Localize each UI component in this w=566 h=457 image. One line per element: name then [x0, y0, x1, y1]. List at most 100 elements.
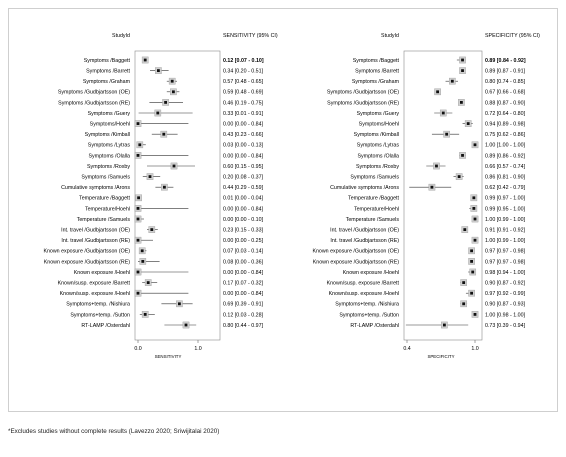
- estimate-label: 0.00 [0.00 - 0.84]: [223, 122, 264, 128]
- study-label: Symptoms+temp. /Sutton: [70, 312, 130, 318]
- study-label: Cumulative symptoms /Arons: [330, 185, 399, 191]
- estimate-label: 0.17 [0.07 - 0.32]: [223, 281, 264, 287]
- study-label: Symptoms /Barrett: [86, 69, 130, 75]
- point-estimate: [136, 207, 140, 210]
- study-label: Symptoms/Hoehl: [359, 122, 399, 128]
- point-estimate: [472, 207, 476, 210]
- study-label: Temperature /Samuels: [77, 217, 131, 223]
- point-estimate: [461, 69, 464, 72]
- estimate-label: 0.72 [0.64 - 0.80]: [485, 111, 526, 117]
- specificity-panel: StudyId SPECIFICITY (95% CI) 0.4 1.0 SPECIFI…: [312, 33, 540, 359]
- study-label: Known/susp. exposure /Hoehl: [329, 291, 399, 297]
- column-header-study: StudyId: [112, 33, 130, 39]
- point-estimate: [462, 302, 466, 306]
- point-estimate: [163, 185, 166, 189]
- point-estimate: [136, 238, 140, 242]
- point-estimate: [441, 111, 445, 115]
- study-label: Symptoms /Roxby: [87, 164, 130, 170]
- point-estimate: [137, 196, 140, 200]
- estimate-label: 0.73 [0.39 - 0.94]: [485, 323, 526, 329]
- point-estimate: [470, 291, 473, 295]
- study-label: Known exposure /Hoehl: [343, 270, 399, 276]
- point-estimate: [136, 122, 140, 125]
- study-label: Symptoms /Kimball: [354, 132, 399, 138]
- study-label: Temperature /Baggett: [348, 196, 399, 202]
- estimate-label: 1.00 [0.99 - 1.00]: [485, 217, 526, 223]
- estimate-label: 0.97 [0.97 - 0.98]: [485, 249, 526, 255]
- estimate-label: 0.89 [0.87 - 0.91]: [485, 69, 526, 75]
- estimate-label: 0.12 [0.07 - 0.10]: [223, 58, 264, 64]
- estimate-label: 1.00 [0.98 - 1.00]: [485, 312, 526, 318]
- estimate-label: 0.62 [0.42 - 0.79]: [485, 185, 526, 191]
- forest-plots: StudyId SENSITIVITY (95% CI) 0.0 1.0 SENSITI…: [43, 33, 540, 359]
- point-estimate: [136, 154, 140, 157]
- estimate-label: 0.46 [0.19 - 0.75]: [223, 100, 264, 106]
- point-estimate: [466, 122, 470, 125]
- estimate-label: 0.43 [0.23 - 0.66]: [223, 132, 264, 138]
- point-estimate: [172, 164, 176, 168]
- study-label: Int. travel /Gudbjartsson (OE): [330, 228, 399, 234]
- point-estimate: [178, 302, 181, 306]
- point-estimate: [156, 111, 160, 115]
- estimate-label: 0.00 [0.00 - 0.84]: [223, 270, 264, 276]
- estimate-label: 0.66 [0.57 - 0.74]: [485, 164, 526, 170]
- x-tick-label: 1.0: [194, 346, 201, 352]
- study-label: Symptoms+temp. /Nishiura: [66, 302, 130, 308]
- figure-frame: StudyId SENSITIVITY (95% CI) 0.0 1.0 SENSITI…: [8, 8, 558, 412]
- study-label: Symptoms /Graham: [83, 79, 131, 85]
- study-label: Symptoms /Samuels: [350, 175, 399, 181]
- estimate-label: 1.00 [0.99 - 1.00]: [485, 238, 526, 244]
- point-estimate: [157, 69, 160, 72]
- point-estimate: [146, 281, 150, 284]
- estimate-label: 0.90 [0.87 - 0.92]: [485, 281, 526, 287]
- point-estimate: [170, 79, 174, 83]
- point-estimate: [136, 270, 140, 274]
- point-estimate: [461, 58, 464, 62]
- point-estimate: [184, 323, 188, 327]
- estimate-label: 0.99 [0.95 - 1.00]: [485, 206, 526, 212]
- x-tick-label: 0.4: [403, 346, 410, 352]
- estimate-label: 0.75 [0.62 - 0.86]: [485, 132, 526, 138]
- estimate-label: 0.60 [0.15 - 0.95]: [223, 164, 264, 170]
- study-label: Symptoms /Kimball: [85, 132, 130, 138]
- point-estimate: [473, 238, 477, 242]
- point-estimate: [473, 217, 477, 221]
- point-estimate: [172, 90, 175, 94]
- estimate-label: 0.57 [0.48 - 0.65]: [223, 79, 264, 85]
- point-estimate: [143, 313, 147, 316]
- plot-area-frame: [403, 50, 483, 341]
- point-estimate: [473, 313, 477, 316]
- point-estimate: [470, 260, 473, 263]
- x-axis-label: SPECIFICITY: [427, 354, 454, 359]
- study-label: Symptoms/Hoehl: [90, 122, 130, 128]
- estimate-label: 0.80 [0.44 - 0.97]: [223, 323, 264, 329]
- estimate-label: 0.01 [0.00 - 0.04]: [223, 196, 264, 202]
- estimate-label: 0.80 [0.74 - 0.85]: [485, 79, 526, 85]
- estimate-label: 0.23 [0.15 - 0.33]: [223, 228, 264, 234]
- study-label: Symptoms /Olalla: [357, 153, 399, 159]
- x-tick-label: 1.0: [471, 346, 478, 352]
- estimate-label: 0.91 [0.91 - 0.92]: [485, 228, 526, 234]
- estimate-label: 0.88 [0.87 - 0.90]: [485, 100, 526, 106]
- estimate-label: 0.00 [0.00 - 0.84]: [223, 206, 264, 212]
- point-estimate: [471, 270, 475, 274]
- point-estimate: [462, 281, 466, 284]
- point-estimate: [150, 228, 154, 231]
- estimate-label: 0.97 [0.97 - 0.98]: [485, 259, 526, 265]
- point-estimate: [436, 90, 439, 94]
- point-estimate: [461, 154, 464, 157]
- study-label: Known exposure /Gudbjartsson (OE): [43, 249, 130, 255]
- study-label: Int. travel /Gudbjartsson (RE): [330, 238, 399, 244]
- study-label: Symptoms+temp. /Sutton: [339, 312, 399, 318]
- estimate-label: 0.00 [0.00 - 0.10]: [223, 217, 264, 223]
- estimate-label: 1.00 [1.00 - 1.00]: [485, 143, 526, 149]
- estimate-label: 0.33 [0.01 - 0.91]: [223, 111, 264, 117]
- point-estimate: [435, 164, 438, 168]
- estimate-label: 0.67 [0.66 - 0.68]: [485, 90, 526, 96]
- point-estimate: [430, 185, 434, 189]
- x-axis-label: SENSITIVITY: [155, 354, 182, 359]
- estimate-label: 0.08 [0.00 - 0.36]: [223, 259, 264, 265]
- column-header-study: StudyId: [381, 33, 399, 39]
- study-label: Known exposure /Hoehl: [74, 270, 130, 276]
- study-label: Int. travel /Gudbjartsson (RE): [61, 238, 130, 244]
